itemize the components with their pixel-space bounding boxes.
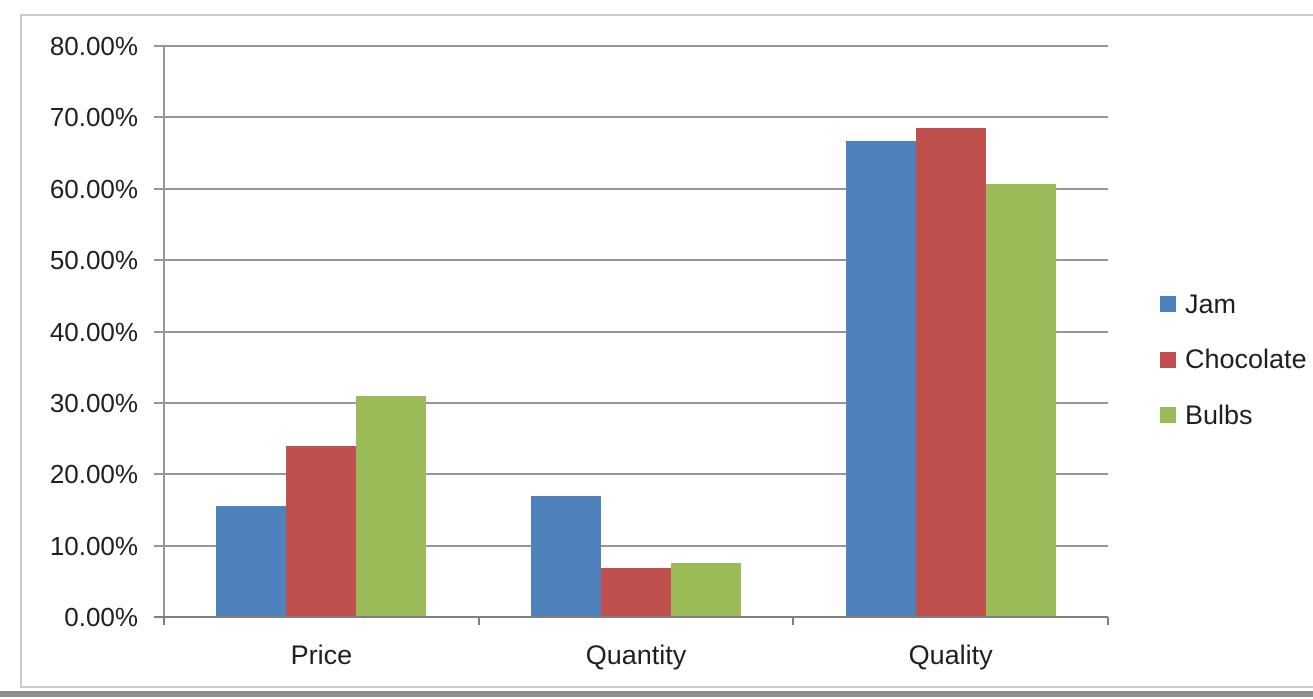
y-tick-label: 10.00% [49,530,138,561]
gridline [154,259,1108,262]
bar-bulbs-quality [985,184,1056,617]
y-tick-label: 0.00% [64,602,138,632]
legend-item-chocolate: Chocolate [1160,342,1307,378]
gridline [154,544,1108,547]
bar-chocolate-quantity [601,567,671,617]
bar-bulbs-quantity [671,563,741,617]
legend-label: Jam [1185,288,1237,319]
legend-item-jam: Jam [1160,286,1236,322]
bar-chocolate-price [286,446,357,617]
gridline [154,473,1108,476]
legend-item-bulbs: Bulbs [1160,397,1253,433]
x-axis-tick [163,617,165,625]
bar-chocolate-quality [915,128,986,617]
gridline [154,330,1108,333]
x-axis-tick [477,617,480,625]
x-tick-label-quantity: Quantity [585,640,687,670]
y-tick-label: 80.00% [49,31,138,61]
y-tick-label: 70.00% [49,102,138,133]
y-axis-line [163,46,165,617]
window-bottom-edge [0,691,1313,697]
legend-label: Chocolate [1185,344,1307,374]
bar-jam-price [216,505,287,617]
gridline [154,187,1108,190]
y-tick-label: 20.00% [49,459,138,490]
y-tick-label: 40.00% [49,316,138,347]
gridline [154,116,1108,119]
y-tick-label: 30.00% [49,387,138,418]
gridline [154,45,1108,47]
gridline [154,401,1108,404]
x-axis-tick [1107,617,1109,625]
x-axis-tick [792,617,795,625]
x-tick-label-quality: Quality [908,640,993,670]
bar-bulbs-price [356,395,427,617]
bar-jam-quantity [531,495,601,617]
x-axis-line [154,616,1108,618]
legend-swatch-jam [1160,296,1176,312]
y-tick-label: 50.00% [49,245,138,276]
x-tick-label-price: Price [290,640,353,670]
y-tick-label: 60.00% [49,173,138,204]
legend-label: Bulbs [1185,399,1253,430]
legend-swatch-bulbs [1160,407,1176,423]
bar-jam-quality [845,140,916,617]
legend-swatch-chocolate [1160,351,1176,368]
